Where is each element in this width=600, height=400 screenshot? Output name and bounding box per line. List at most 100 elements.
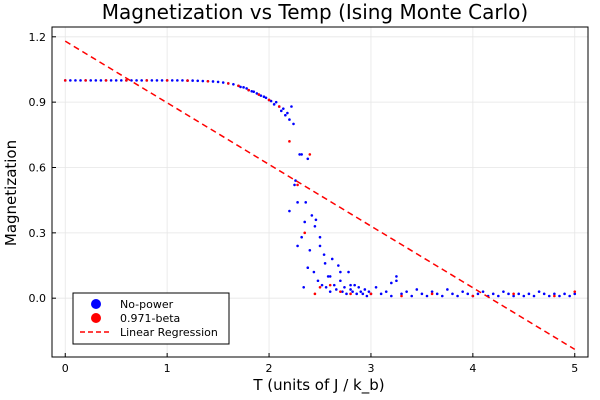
data-point — [476, 292, 480, 296]
data-point — [303, 231, 307, 235]
x-tick-label: 1 — [164, 362, 171, 375]
data-point — [288, 209, 291, 213]
data-point — [296, 183, 299, 187]
data-point — [522, 294, 526, 298]
legend-label-linear-regression: Linear Regression — [120, 326, 218, 339]
data-point — [279, 109, 283, 113]
data-point — [537, 290, 541, 293]
y-axis-ticks: 0.0 0.3 0.6 0.9 1.2 — [29, 31, 56, 305]
data-point — [363, 288, 367, 291]
data-point — [367, 290, 371, 293]
y-tick-label: 0.3 — [29, 227, 47, 240]
data-point — [226, 82, 230, 85]
data-point — [312, 270, 316, 274]
y-tick-label: 0.6 — [29, 161, 47, 174]
data-point — [435, 292, 439, 296]
legend-marker-0971-beta — [91, 313, 101, 323]
legend-label-0971-beta: 0.971-beta — [120, 312, 180, 325]
data-point — [318, 244, 322, 248]
data-point — [345, 292, 348, 296]
y-tick-label: 0.9 — [29, 96, 47, 109]
data-point — [507, 292, 510, 296]
chart-title: Magnetization vs Temp (Ising Monte Carlo… — [102, 0, 528, 24]
data-point — [456, 294, 459, 298]
data-point — [400, 292, 403, 296]
data-point — [242, 86, 245, 89]
data-point — [286, 111, 289, 115]
data-point — [573, 292, 577, 296]
data-point — [461, 290, 464, 293]
data-point — [293, 183, 296, 187]
data-point — [89, 79, 93, 82]
data-point — [339, 270, 342, 274]
data-point — [390, 294, 393, 298]
data-point — [284, 113, 287, 117]
data-point — [206, 79, 210, 83]
data-point — [119, 79, 123, 82]
y-tick-label: 1.2 — [29, 31, 47, 44]
data-point — [553, 294, 556, 298]
data-point — [300, 235, 303, 239]
data-point — [259, 94, 263, 97]
data-point — [563, 292, 566, 296]
data-point — [313, 225, 317, 228]
x-tick-label: 2 — [266, 362, 273, 375]
x-tick-label: 0 — [62, 362, 69, 375]
data-point — [99, 79, 103, 82]
data-point — [351, 290, 354, 293]
data-point — [357, 285, 361, 289]
data-point — [298, 153, 301, 156]
data-point — [282, 107, 285, 110]
data-point — [296, 244, 299, 248]
data-point — [328, 283, 332, 287]
data-point — [395, 275, 398, 278]
data-point — [335, 288, 338, 291]
data-point — [527, 292, 531, 296]
data-point — [410, 294, 414, 298]
data-point — [306, 157, 310, 161]
data-point — [264, 96, 268, 100]
data-point — [347, 270, 350, 274]
data-point — [150, 79, 154, 82]
legend-label-no-power: No-power — [120, 298, 174, 311]
data-point — [165, 79, 169, 82]
data-point — [247, 88, 250, 92]
data-point — [415, 288, 419, 291]
data-point — [300, 153, 303, 156]
data-point — [304, 201, 308, 204]
data-point — [125, 79, 128, 82]
data-point — [201, 79, 205, 83]
data-point — [79, 79, 82, 82]
data-point — [239, 85, 242, 89]
data-point — [361, 292, 365, 296]
data-point — [140, 79, 143, 82]
data-point — [328, 290, 332, 293]
data-point — [390, 281, 393, 285]
data-point — [328, 275, 332, 278]
data-point — [512, 292, 515, 296]
x-tick-label: 3 — [367, 362, 374, 375]
data-point — [349, 283, 352, 287]
data-point — [211, 80, 215, 83]
data-point — [160, 79, 164, 82]
data-point — [359, 290, 363, 293]
data-point — [451, 292, 454, 296]
data-point — [186, 79, 189, 82]
data-point — [303, 220, 307, 224]
data-point — [232, 82, 235, 86]
data-point — [384, 290, 388, 293]
data-point — [306, 266, 310, 269]
legend: No-power 0.971-beta Linear Regression — [72, 292, 230, 345]
x-tick-label: 4 — [469, 362, 476, 375]
data-point — [326, 275, 330, 278]
data-point — [324, 285, 328, 289]
data-point — [288, 140, 291, 143]
data-point — [542, 292, 546, 296]
data-point — [63, 79, 67, 82]
data-point — [277, 105, 281, 108]
data-point — [296, 201, 299, 204]
data-point — [430, 292, 434, 296]
data-point — [316, 279, 320, 283]
data-point — [313, 292, 317, 296]
